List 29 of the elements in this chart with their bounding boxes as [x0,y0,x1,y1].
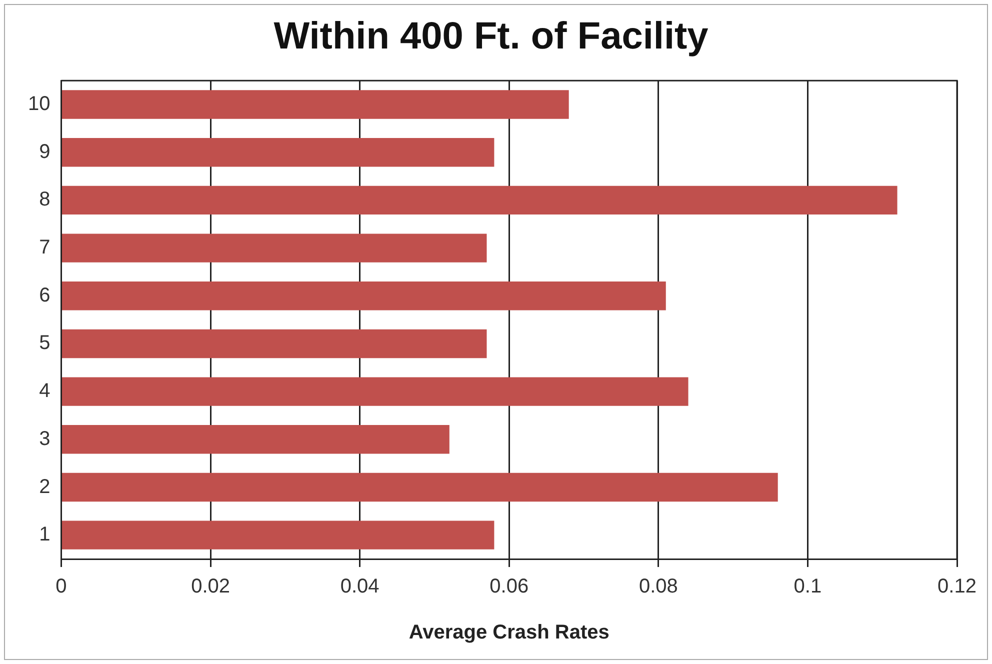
bar [62,472,778,502]
x-tick-label: 0 [56,576,67,598]
x-tick-label: 0.1 [794,576,822,598]
bar [62,282,666,310]
x-tick-label: 0.04 [340,576,380,598]
y-tick-label: 2 [39,476,50,498]
y-tick-label: 6 [39,284,50,306]
y-tick-label: 9 [39,140,50,163]
bar [62,377,688,406]
bar [62,90,569,119]
x-tick-label: 0.08 [638,576,678,598]
y-tick-label: 3 [39,428,50,450]
bar [62,329,487,358]
bar [62,425,450,454]
y-tick-label: 7 [39,236,50,259]
bar [62,138,494,167]
chart-title: Within 400 Ft. of Facility [274,15,708,58]
y-tick-label: 1 [39,524,50,546]
x-tick-label: 0.02 [191,576,230,598]
y-tick-label: 10 [28,93,50,116]
bar [62,520,494,550]
bar [62,234,487,262]
bar [62,186,898,215]
x-axis-title: Average Crash Rates [408,622,610,644]
y-tick-label: 8 [39,188,50,211]
x-tick-label: 0.12 [938,576,976,598]
x-tick-label: 0.06 [490,576,529,598]
y-tick-label: 4 [39,380,50,402]
y-tick-label: 5 [39,332,50,354]
